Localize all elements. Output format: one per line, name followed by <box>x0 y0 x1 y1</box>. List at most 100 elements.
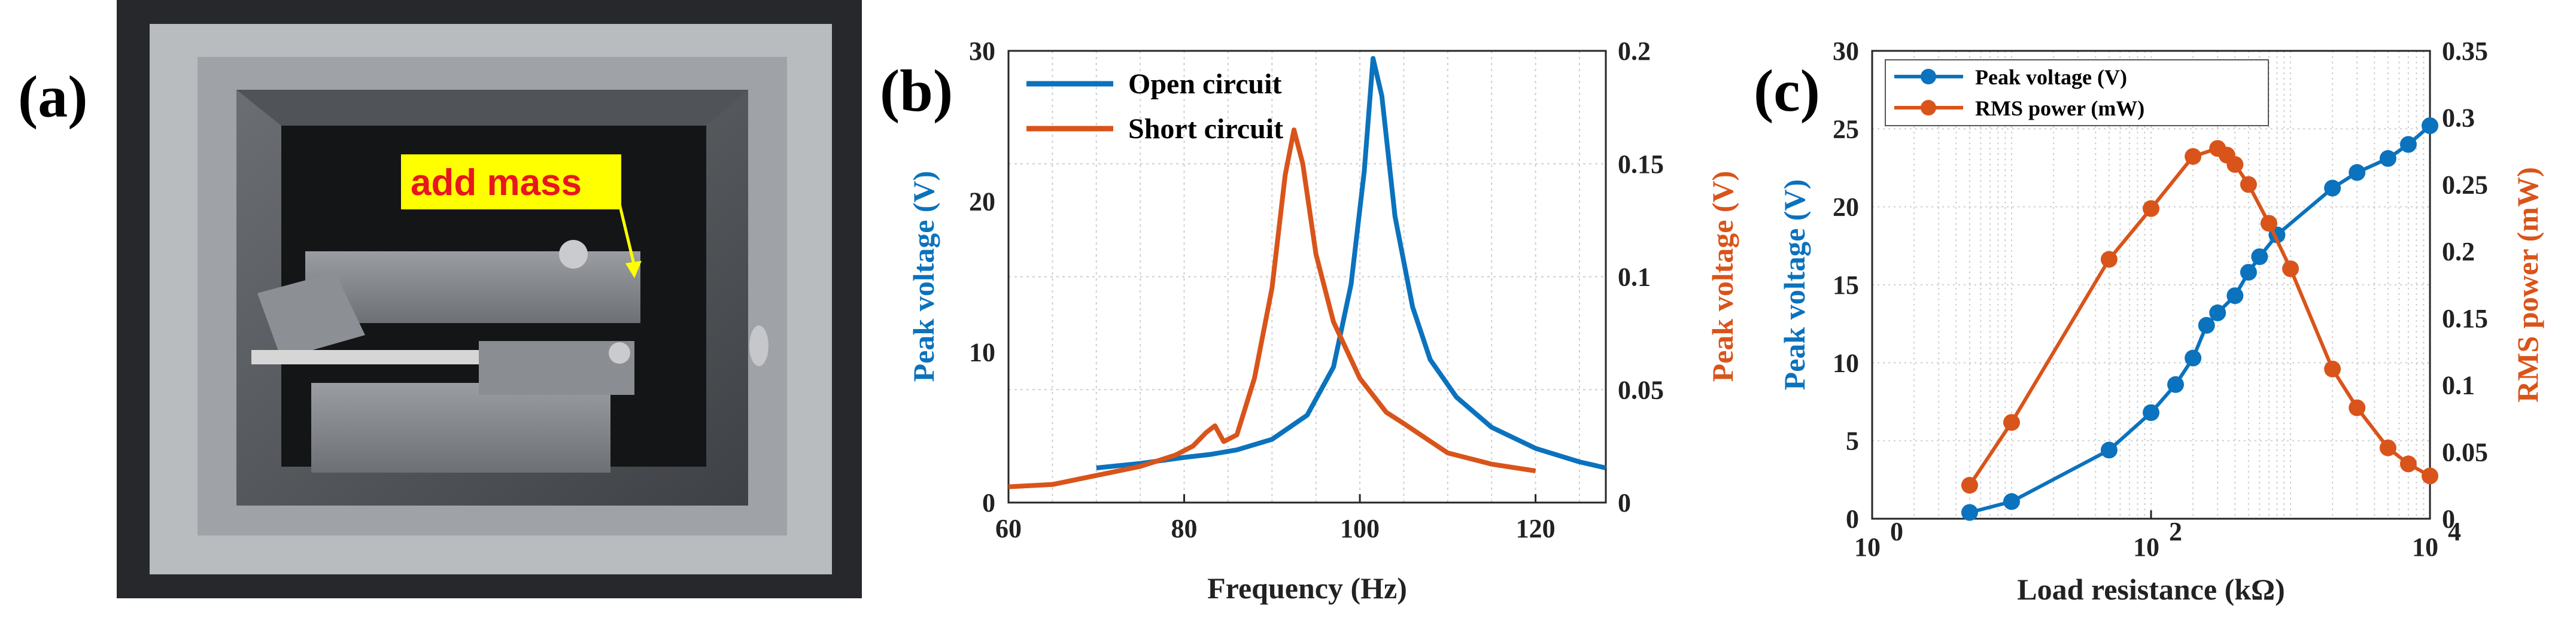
c-series-peak-voltage-point <box>2185 349 2202 367</box>
c-series-rms-power-line <box>1968 147 2431 486</box>
b-legend-short-label: Short circuit <box>1128 113 1283 145</box>
panel-c-load-resistance-chart: (c) 10010210405101520253000.050.10.150.2… <box>1754 36 2544 606</box>
add-mass-tag-bg <box>401 154 621 209</box>
c-series-peak-voltage-point <box>2399 136 2417 153</box>
c-ytick-right-label: 0.3 <box>2442 104 2475 133</box>
c-xlabel: Load resistance (kΩ) <box>2017 573 2285 606</box>
screw-head-side <box>609 342 630 364</box>
panel-label-b: (b) <box>880 57 953 124</box>
c-series-peak-voltage-point <box>2379 150 2396 167</box>
c-ytick-right-label: 0.35 <box>2442 36 2488 66</box>
clamp-block-bottom <box>311 383 610 473</box>
panel-label-c: (c) <box>1754 57 1820 124</box>
b-ticks: 60 80 100 120 0 10 20 30 0 0.05 0.1 0.15 0.2 <box>969 36 1664 543</box>
side-bolt <box>749 325 768 366</box>
c-series-rms-power-point <box>2185 148 2202 165</box>
b-series <box>1008 56 1606 489</box>
c-series-peak-voltage-point <box>2240 264 2257 281</box>
c-series-peak-voltage-point <box>2003 493 2020 510</box>
b-xtick-label: 100 <box>1340 514 1380 543</box>
b-ytick-right-label: 0.05 <box>1618 375 1664 404</box>
c-ylabel-right: RMS power (mW) <box>2511 167 2544 402</box>
c-series-rms-power-point <box>2260 215 2277 232</box>
c-series-rms-power-point <box>2379 439 2396 456</box>
c-ytick-left-label: 10 <box>1833 348 1859 378</box>
clamp-block-top <box>305 251 640 323</box>
c-series-rms-power-point <box>2282 260 2299 278</box>
c-xtick-exponent: 4 <box>2448 517 2461 546</box>
panel-a-photo: add mass (a) <box>18 0 862 598</box>
c-legend-box <box>1885 59 2269 126</box>
c-legend-power-label: RMS power (mW) <box>1975 96 2144 120</box>
c-series-rms-power-point <box>2003 414 2020 431</box>
c-series-peak-voltage-line <box>1969 124 2431 515</box>
c-series-rms-power-point <box>1961 477 1978 494</box>
c-series-peak-voltage-point <box>2324 179 2341 197</box>
annotation-arrow <box>615 191 636 267</box>
c-ytick-right-label: 0 <box>2442 504 2455 534</box>
c-legend-power-marker <box>1921 100 1936 115</box>
c-ytick-left-label: 5 <box>1846 427 1859 456</box>
b-ytick-right-label: 0.1 <box>1618 263 1651 292</box>
b-ytick-right-label: 0.2 <box>1618 36 1651 66</box>
b-ytick-left-label: 20 <box>969 187 995 217</box>
panel-b-frequency-chart: (b) 60 80 100 120 0 10 20 30 0 0.05 0.1 0.15 0.2 Fre… <box>880 36 1739 605</box>
c-series-peak-voltage-point <box>1961 504 1978 521</box>
c-series-rms-power-point <box>2349 399 2366 416</box>
b-xtick-label: 60 <box>995 514 1022 543</box>
c-series-peak-voltage-point <box>2209 304 2226 321</box>
c-ytick-left-label: 20 <box>1833 193 1859 222</box>
c-series-rms-power-point <box>2143 200 2159 217</box>
b-xlabel: Frequency (Hz) <box>1207 571 1407 605</box>
c-series-rms-power-point <box>2226 156 2244 173</box>
c-xtick-label: 10 <box>2133 532 2159 562</box>
c-series-peak-voltage-point <box>2251 248 2268 266</box>
c-legend-voltage-marker <box>1921 69 1936 84</box>
c-ytick-right-label: 0.1 <box>2442 371 2475 400</box>
c-legend-voltage-label: Peak voltage (V) <box>1975 65 2127 89</box>
b-ytick-right-label: 0.15 <box>1618 150 1664 179</box>
clamp-plate <box>479 341 634 395</box>
screw-head-top <box>559 240 588 269</box>
c-ytick-right-label: 0.25 <box>2442 170 2488 199</box>
b-legend: Open circuit Short circuit <box>1026 68 1283 145</box>
b-plot-frame <box>1007 50 1607 504</box>
c-series-peak-voltage-point <box>2422 117 2438 135</box>
c-ytick-left-label: 0 <box>1846 504 1859 534</box>
b-xtick-label: 120 <box>1516 514 1556 543</box>
add-mass-annotation: add mass <box>411 162 582 203</box>
c-ytick-right-label: 0.2 <box>2442 237 2475 266</box>
c-ylabel-left: Peak voltage (V) <box>1778 179 1811 391</box>
tip-mass <box>257 272 365 359</box>
c-ticks: 10010210405101520253000.050.10.150.20.25… <box>1833 36 2488 562</box>
cavity-top-wall <box>236 90 748 126</box>
c-series-rms-power-point <box>2324 360 2341 378</box>
b-grid <box>1008 50 1606 503</box>
c-series-rms-power-point <box>2422 467 2438 485</box>
c-series-peak-voltage-point <box>2167 376 2184 393</box>
c-series-rms-power-point <box>2399 455 2417 473</box>
b-ytick-left-label: 0 <box>982 488 995 518</box>
b-series-open-circuit <box>1096 56 1606 471</box>
c-ytick-right-label: 0.15 <box>2442 304 2488 333</box>
b-ylabel-left: Peak voltage (V) <box>907 171 940 382</box>
c-series-rms-power-point <box>2240 176 2257 193</box>
c-series-peak-voltage-point <box>2349 164 2366 181</box>
c-ytick-right-label: 0.05 <box>2442 437 2488 467</box>
panel-label-a: (a) <box>18 63 88 130</box>
c-series-rms-power-point <box>2100 251 2118 268</box>
b-ytick-left-label: 30 <box>969 36 995 66</box>
c-ytick-left-label: 30 <box>1833 36 1859 66</box>
annotation-arrowhead <box>625 261 642 278</box>
c-series-peak-voltage-point <box>2198 316 2215 334</box>
c-ytick-left-label: 15 <box>1833 270 1859 300</box>
c-legend: Peak voltage (V) RMS power (mW) <box>1885 59 2269 126</box>
c-series-peak-voltage-point <box>2100 442 2118 459</box>
b-ylabel-right: Peak voltage (V) <box>1706 171 1739 382</box>
c-ytick-left-label: 25 <box>1833 114 1859 144</box>
c-xtick-label: 10 <box>2412 532 2438 562</box>
b-ytick-left-label: 10 <box>969 337 995 367</box>
c-series-peak-voltage-point <box>2143 404 2159 421</box>
b-legend-open-label: Open circuit <box>1128 68 1281 100</box>
c-xtick-exponent: 2 <box>2169 517 2182 546</box>
